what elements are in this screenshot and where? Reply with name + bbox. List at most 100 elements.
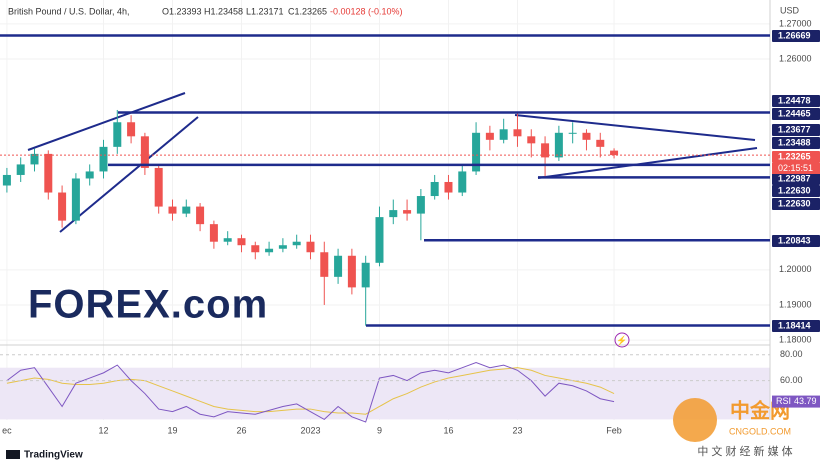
candle-body <box>30 153 39 165</box>
drawings <box>27 92 758 233</box>
x-tick-label: 23 <box>512 425 522 435</box>
candle-body <box>430 181 439 197</box>
y-tick-label: 1.26000 <box>779 53 812 63</box>
candle-body <box>554 132 563 158</box>
candle-body <box>237 238 246 246</box>
candle-body <box>596 139 605 147</box>
candle-body <box>154 167 163 207</box>
watermark-slogan: 中 文 财 经 新 媒 体 <box>697 444 792 458</box>
candle-body <box>485 132 494 140</box>
y-tick-label: 1.18000 <box>779 334 812 344</box>
price-tag <box>772 30 820 42</box>
ohlc-high: H1.23458 <box>204 6 243 16</box>
price-tag <box>772 95 820 107</box>
price-tag-label: 1.23677 <box>778 124 811 134</box>
candle-body <box>416 196 425 214</box>
trend-line <box>537 147 758 179</box>
candle-body <box>458 171 467 193</box>
x-tick-label: Feb <box>606 425 622 435</box>
price-tag-label: 1.24478 <box>778 95 811 105</box>
candle-body <box>513 129 522 137</box>
candle-body <box>527 136 536 144</box>
candle-body <box>2 174 11 186</box>
candle-body <box>127 122 136 137</box>
price-tag <box>772 151 820 163</box>
candle-body <box>444 181 453 193</box>
rsi-tick-label: 60.00 <box>780 375 803 385</box>
price-tag-label: 1.22987 <box>778 173 811 183</box>
x-tick-label: 9 <box>377 425 382 435</box>
ohlc-change: -0.00128 (-0.10%) <box>330 6 403 16</box>
candle-body <box>140 136 149 168</box>
countdown-tag <box>772 163 820 174</box>
ohlc-open: O1.23393 <box>162 6 202 16</box>
price-tag-label: 1.23265 <box>778 151 811 161</box>
candle-body <box>168 206 177 214</box>
candle-body <box>582 132 591 140</box>
price-tag <box>772 137 820 149</box>
x-tick-label: 19 <box>167 425 177 435</box>
candle-body <box>361 262 370 288</box>
watermark-icon <box>673 398 717 442</box>
candle-body <box>265 248 274 253</box>
trend-line <box>27 92 186 151</box>
rsi-line <box>6 361 615 423</box>
candle-body <box>223 238 232 242</box>
candle-body <box>499 129 508 140</box>
candle-body <box>251 245 260 253</box>
tv-logo <box>6 450 20 459</box>
price-tag-label: 1.22630 <box>778 185 811 195</box>
price-tag-label: 1.20843 <box>778 235 811 245</box>
price-tag-label: 1.22630 <box>778 198 811 208</box>
ohlc-close: C1.23265 <box>288 6 327 16</box>
platform: TradingView <box>24 450 83 461</box>
y-tick-label: 1.27000 <box>779 18 812 28</box>
y-tick-label: 1.20000 <box>779 264 812 274</box>
x-tick-label: 16 <box>443 425 453 435</box>
candle-body <box>541 143 550 158</box>
x-tick-label: 2023 <box>300 425 320 435</box>
candle-body <box>320 252 329 277</box>
x-tick-label: 26 <box>236 425 246 435</box>
price-tag <box>772 235 820 247</box>
rsi-band <box>0 367 770 420</box>
price-tag-label: 1.18414 <box>778 320 811 330</box>
candle-body <box>16 164 25 175</box>
price-tag <box>772 124 820 136</box>
price-tag-label: 1.24465 <box>778 108 811 118</box>
event-icon: ⚡ <box>616 334 627 346</box>
candle-body <box>209 224 218 242</box>
candle-body <box>472 132 481 172</box>
watermark-site: CNGOLD.COM <box>729 426 791 436</box>
rsi-tag-value: 43.79 <box>794 396 817 406</box>
candle-body <box>389 210 398 218</box>
candle-body <box>71 178 80 221</box>
price-tag-label: 1.26669 <box>778 30 811 40</box>
x-tick-label: 12 <box>98 425 108 435</box>
candle-body <box>278 245 287 249</box>
candle-body <box>568 132 577 134</box>
candle-body <box>306 241 315 253</box>
candle-body <box>182 206 191 214</box>
x-tick-label: ec <box>2 425 12 435</box>
ohlc-low: L1.23171 <box>246 6 284 16</box>
price-tag <box>772 185 820 197</box>
symbol: British Pound / U.S. Dollar, 4h, <box>8 6 130 16</box>
candle-body <box>113 122 122 147</box>
candle-body <box>403 210 412 214</box>
candle-body <box>99 146 108 172</box>
countdown: 02:15:51 <box>778 163 813 173</box>
price-tag <box>772 320 820 332</box>
event-icon <box>614 332 630 348</box>
trend-line <box>514 114 756 141</box>
candle-body <box>196 206 205 225</box>
brand-logo: FOREX.com <box>28 283 268 327</box>
currency: USD <box>780 5 800 15</box>
candle-body <box>334 255 343 277</box>
price-tag-label: 1.23488 <box>778 137 811 147</box>
candle-body <box>375 217 384 263</box>
price-tag <box>772 198 820 210</box>
candle-body <box>85 171 94 179</box>
y-tick-label: 1.19000 <box>779 299 812 309</box>
